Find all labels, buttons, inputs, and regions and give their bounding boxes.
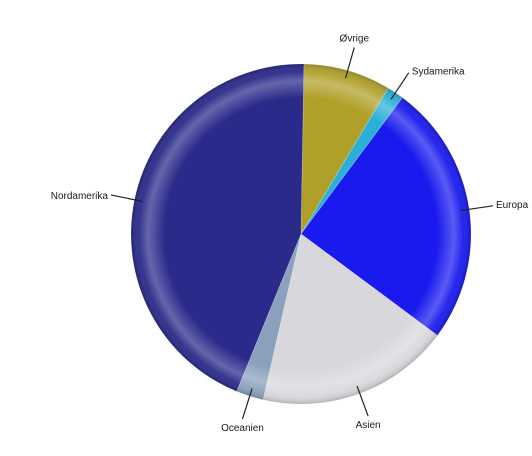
leader-line-sydamerika	[390, 72, 410, 100]
slice-label-oceanien: Oceanien	[221, 423, 264, 434]
leader-line-asien	[356, 385, 369, 417]
pie-bevel-overlay	[131, 64, 471, 404]
slice-label-sydamerika: Sydamerika	[412, 67, 465, 78]
leader-line-vrige	[344, 47, 355, 79]
pie-rim-shading	[131, 64, 471, 404]
leader-line-nordamerika	[110, 194, 143, 202]
leader-line-oceanien	[241, 388, 253, 420]
slice-label-asien: Asien	[356, 420, 381, 431]
slice-label-europa: Europa	[496, 200, 529, 211]
slice-label-vrige: Øvrige	[340, 33, 370, 44]
pie-labels: Øvrige Sydamerika Europa Asien Oceanien Norda…	[51, 33, 529, 434]
slice-label-nordamerika: Nordamerika	[51, 191, 109, 202]
leader-line-europa	[461, 205, 494, 212]
